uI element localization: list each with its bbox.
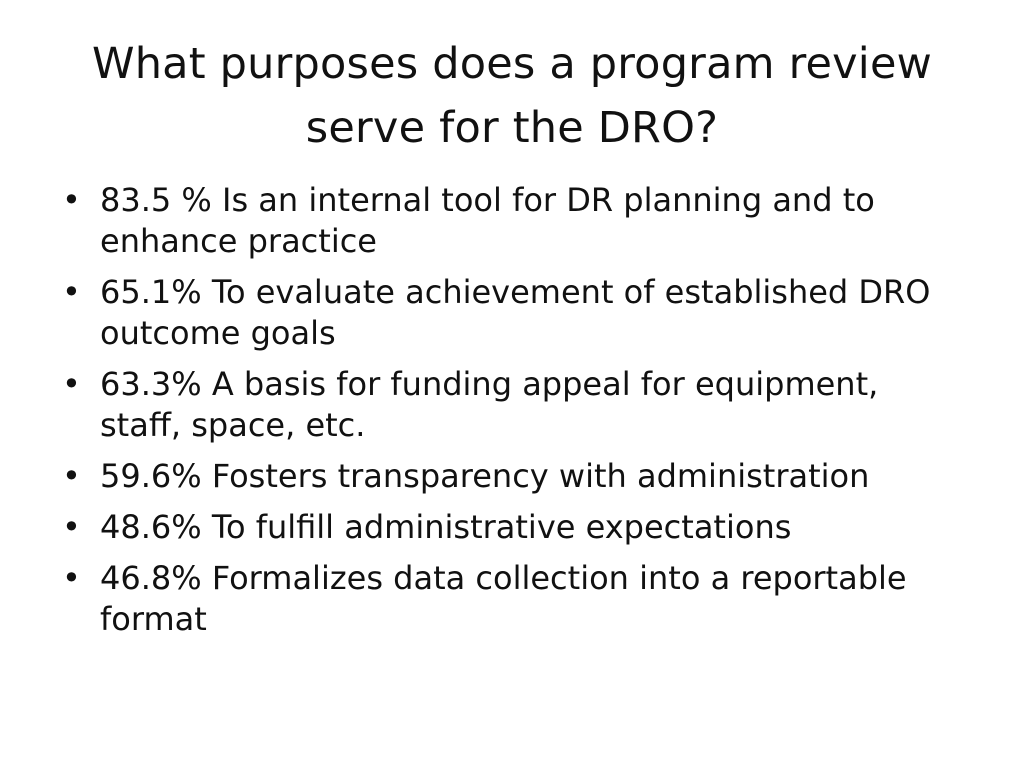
list-item: • 48.6% To fulfill administrative expect… <box>62 507 962 548</box>
list-item: • 59.6% Fosters transparency with admini… <box>62 456 962 497</box>
bullet-text: 63.3% A basis for funding appeal for equ… <box>100 365 879 444</box>
bullet-icon: • <box>62 365 81 403</box>
bullet-text: 83.5 % Is an internal tool for DR planni… <box>100 181 875 260</box>
bullet-icon: • <box>62 508 81 546</box>
list-item: • 46.8% Formalizes data collection into … <box>62 558 962 640</box>
list-item: • 83.5 % Is an internal tool for DR plan… <box>62 180 962 262</box>
bullet-icon: • <box>62 181 81 219</box>
bullet-text: 59.6% Fosters transparency with administ… <box>100 457 870 495</box>
bullet-icon: • <box>62 457 81 495</box>
bullet-text: 65.1% To evaluate achievement of establi… <box>100 273 931 352</box>
slide-title: What purposes does a program review serv… <box>92 39 932 153</box>
bullet-icon: • <box>62 559 81 597</box>
bullet-list: • 83.5 % Is an internal tool for DR plan… <box>62 180 962 650</box>
list-item: • 65.1% To evaluate achievement of estab… <box>62 272 962 354</box>
list-item: • 63.3% A basis for funding appeal for e… <box>62 364 962 446</box>
bullet-icon: • <box>62 273 81 311</box>
bullet-text: 48.6% To fulfill administrative expectat… <box>100 508 792 546</box>
bullet-text: 46.8% Formalizes data collection into a … <box>100 559 907 638</box>
